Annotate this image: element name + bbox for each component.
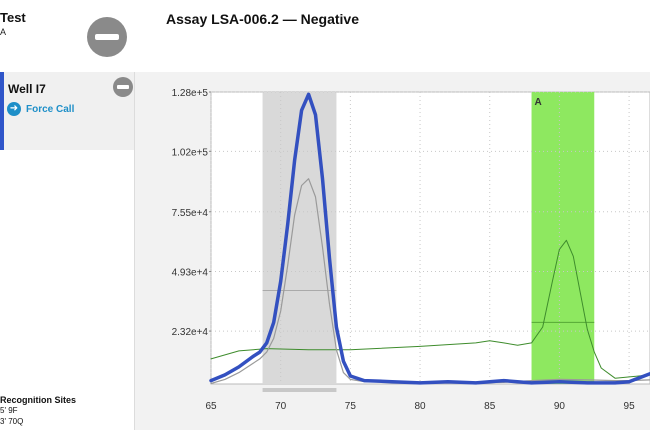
remove-test-minus-icon[interactable] bbox=[87, 17, 127, 57]
y-tick-label-4: 2.32e+4 bbox=[172, 327, 209, 338]
region-label-1: A bbox=[535, 97, 542, 108]
x-tick-label-5: 90 bbox=[554, 401, 566, 412]
range-handle-bar bbox=[262, 388, 337, 392]
assay-title: Assay LSA-006.2 — Negative bbox=[166, 11, 359, 27]
force-call-label: Force Call bbox=[26, 103, 75, 115]
x-tick-label-2: 75 bbox=[345, 401, 357, 412]
test-title: Test bbox=[0, 10, 26, 25]
y-tick-label-3: 4.93e+4 bbox=[172, 268, 209, 279]
chart-svg[interactable]: A 1.28e+5 1.02e+5 7.55e+4 4.93e+4 2.32e+4 65 70… bbox=[135, 72, 650, 430]
x-tick-label-0: 65 bbox=[205, 401, 217, 412]
remove-well-minus-icon[interactable] bbox=[113, 77, 133, 97]
y-tick-label-2: 7.55e+4 bbox=[172, 208, 209, 219]
arrow-right-circle-icon: ➜ bbox=[7, 102, 21, 116]
region-band-1 bbox=[531, 92, 595, 384]
recognition-site-5prime: 5' 9F bbox=[0, 406, 18, 415]
force-call-link[interactable]: ➜ Force Call bbox=[7, 102, 74, 116]
well-card[interactable]: Well I7 ➜ Force Call bbox=[0, 72, 134, 150]
series-line-2 bbox=[210, 239, 650, 379]
melt-curve-chart[interactable]: A 1.28e+5 1.02e+5 7.55e+4 4.93e+4 2.32e+4 65 70… bbox=[135, 72, 650, 430]
y-tick-label-0: 1.28e+5 bbox=[172, 88, 209, 99]
test-subtitle: A bbox=[0, 27, 7, 37]
recognition-site-3prime: 3' 70Q bbox=[0, 417, 24, 426]
well-title: Well I7 bbox=[8, 82, 46, 96]
x-tick-label-1: 70 bbox=[275, 401, 287, 412]
x-tick-label-6: 95 bbox=[624, 401, 636, 412]
x-tick-label-3: 80 bbox=[414, 401, 426, 412]
x-tick-label-4: 85 bbox=[484, 401, 496, 412]
y-tick-label-1: 1.02e+5 bbox=[172, 147, 209, 158]
recognition-sites-title: Recognition Sites bbox=[0, 395, 77, 405]
series-line-1 bbox=[210, 178, 650, 385]
series-line-0 bbox=[209, 92, 650, 385]
